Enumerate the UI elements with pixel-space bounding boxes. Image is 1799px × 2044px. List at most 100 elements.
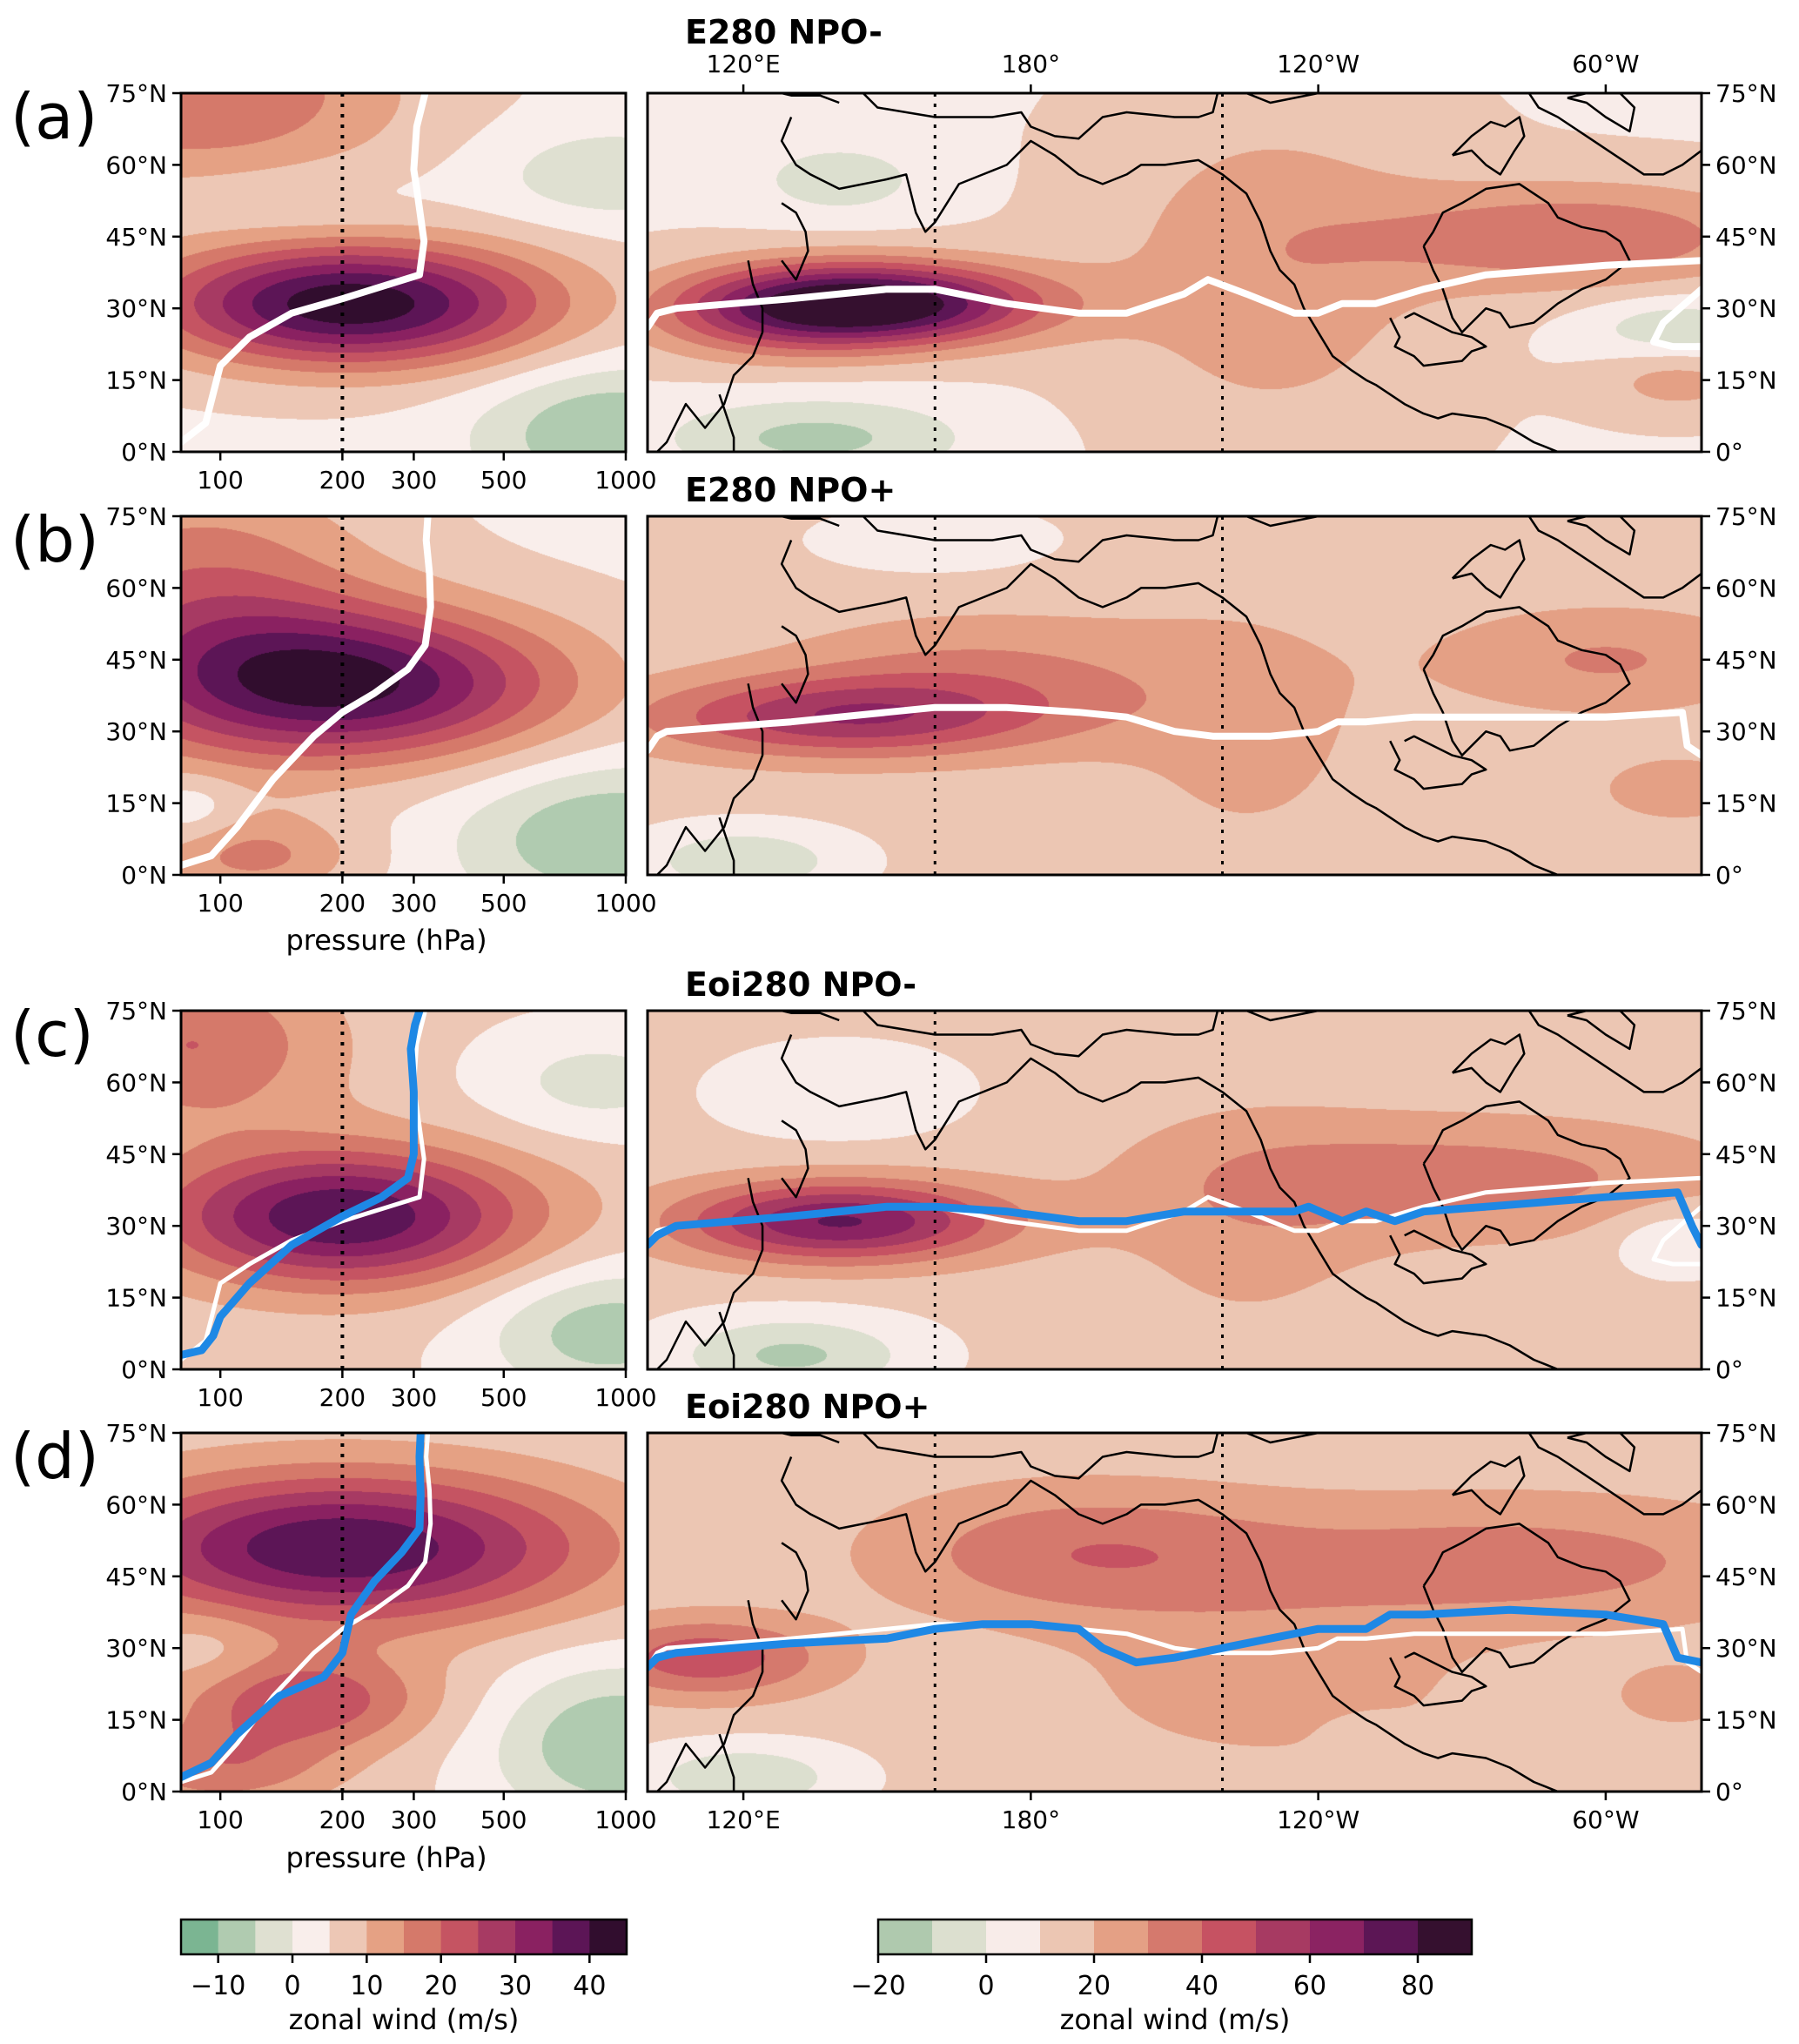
jet-axis-line-e280 bbox=[648, 703, 1702, 759]
left-panel-frame bbox=[179, 1009, 628, 1371]
coastline bbox=[1389, 1651, 1487, 1707]
coastline bbox=[1567, 516, 1636, 556]
colorbar-tick-label: 10 bbox=[350, 1971, 383, 2001]
coastline bbox=[781, 93, 840, 104]
left-panel-frame bbox=[179, 514, 628, 877]
colorbar-tick-label: 80 bbox=[1401, 1971, 1434, 2001]
y-tick-label-left: 15°N bbox=[105, 1706, 167, 1735]
x-tick-label-longitude: 60°W bbox=[1572, 1805, 1639, 1834]
colorbar-swatch bbox=[1148, 1920, 1203, 1954]
x-tick-label-pressure: 500 bbox=[480, 466, 527, 494]
colorbar-swatch bbox=[255, 1920, 293, 1954]
y-tick-label-right: 30°N bbox=[1715, 1212, 1777, 1241]
coastline bbox=[656, 260, 764, 452]
coastline bbox=[781, 1433, 840, 1444]
y-tick-label-right: 30°N bbox=[1715, 1634, 1777, 1663]
coastline bbox=[780, 1034, 1654, 1369]
contour-fill-b-right bbox=[648, 516, 1702, 875]
y-tick-label-left: 30°N bbox=[105, 717, 167, 746]
y-tick-label-right: 15°N bbox=[1715, 1284, 1777, 1313]
y-tick-label-right: 75°N bbox=[1715, 502, 1777, 531]
coastline bbox=[862, 1433, 1319, 1480]
right-panel-frame bbox=[646, 514, 1703, 877]
colorbar-swatch bbox=[292, 1920, 331, 1954]
coastline bbox=[781, 202, 809, 281]
colorbar-tick-label: −10 bbox=[191, 1971, 245, 2001]
colorbar-swatch bbox=[329, 1920, 367, 1954]
y-tick-label-right: 15°N bbox=[1715, 790, 1777, 818]
coastline bbox=[1451, 116, 1526, 176]
y-tick-label-right: 75°N bbox=[1715, 1419, 1777, 1448]
left-panel-b bbox=[181, 516, 434, 875]
contour-fill-b-left bbox=[181, 516, 626, 875]
colorbar-swatch bbox=[1418, 1920, 1473, 1954]
y-tick-label-left: 75°N bbox=[105, 79, 167, 108]
x-tick-label-pressure: 200 bbox=[319, 466, 366, 494]
colorbar-swatch bbox=[1256, 1920, 1311, 1954]
y-tick-label-right: 75°N bbox=[1715, 997, 1777, 1025]
coastline bbox=[1422, 606, 1631, 756]
x-tick-label-pressure: 100 bbox=[197, 889, 243, 918]
y-tick-label-right: 0° bbox=[1715, 861, 1743, 890]
x-tick-label-pressure: 200 bbox=[319, 889, 366, 918]
x-tick-label-pressure: 1000 bbox=[594, 466, 656, 494]
colorbar-swatch bbox=[1202, 1920, 1257, 1954]
coastline bbox=[1451, 1033, 1526, 1093]
x-tick-label-longitude: 120°W bbox=[1277, 1805, 1359, 1834]
panel-title-c: Eoi280 NPO- bbox=[685, 965, 917, 1004]
panel-title-a: E280 NPO- bbox=[685, 13, 883, 51]
coastline bbox=[781, 516, 840, 528]
y-tick-label-right: 15°N bbox=[1715, 366, 1777, 395]
colorbar-swatch bbox=[878, 1920, 933, 1954]
coastline bbox=[1567, 93, 1636, 133]
y-tick-label-left: 0°N bbox=[121, 861, 167, 890]
colorbar-swatch bbox=[589, 1920, 628, 1954]
y-tick-label-left: 60°N bbox=[105, 1068, 167, 1097]
coastline bbox=[862, 93, 1319, 140]
y-tick-label-right: 45°N bbox=[1715, 223, 1777, 252]
y-tick-label-left: 60°N bbox=[105, 1490, 167, 1519]
colorbar-tick-label: 20 bbox=[1077, 1971, 1111, 2001]
left-panel-a bbox=[181, 93, 429, 452]
colorbar-swatch bbox=[218, 1920, 256, 1954]
y-tick-label-left: 60°N bbox=[105, 151, 167, 179]
right-panel-c bbox=[648, 1011, 1702, 1369]
coastline bbox=[1422, 183, 1631, 333]
y-tick-label-right: 45°N bbox=[1715, 1563, 1777, 1591]
jet-axis-line-eoi280 bbox=[181, 1011, 424, 1359]
colorbar-swatch bbox=[1364, 1920, 1419, 1954]
colorbar-swatch bbox=[1094, 1920, 1149, 1954]
y-tick-label-right: 60°N bbox=[1715, 574, 1777, 602]
y-tick-label-right: 0° bbox=[1715, 1355, 1743, 1384]
x-tick-label-longitude: 60°W bbox=[1572, 50, 1639, 78]
y-tick-label-right: 30°N bbox=[1715, 717, 1777, 746]
y-tick-label-right: 15°N bbox=[1715, 1706, 1777, 1735]
colorbar-tick-label: 0 bbox=[284, 1971, 300, 2001]
coastline bbox=[1527, 1011, 1702, 1093]
y-tick-label-right: 30°N bbox=[1715, 294, 1777, 323]
panel-label-b: (b) bbox=[10, 503, 99, 576]
coastline bbox=[1389, 1229, 1487, 1285]
colorbar-swatch bbox=[552, 1920, 590, 1954]
coastline bbox=[1451, 1456, 1526, 1516]
x-tick-label-pressure: 1000 bbox=[594, 889, 656, 918]
y-tick-label-left: 45°N bbox=[105, 1140, 167, 1169]
left-panel-frame bbox=[179, 91, 628, 454]
left-panel-frame bbox=[179, 1431, 628, 1793]
colorbar-swatch bbox=[932, 1920, 987, 1954]
colorbar-swatch bbox=[515, 1920, 554, 1954]
coastline bbox=[718, 1311, 735, 1369]
jet-axis-line-eoi280 bbox=[181, 1433, 425, 1781]
colorbar-swatch bbox=[478, 1920, 516, 1954]
right-panel-b bbox=[648, 516, 1702, 875]
coastline bbox=[780, 540, 1654, 875]
jet-axis-line-e280 bbox=[1650, 286, 1702, 351]
coastline bbox=[718, 817, 735, 875]
y-tick-label-left: 15°N bbox=[105, 1284, 167, 1313]
coastline bbox=[862, 516, 1319, 563]
y-tick-label-right: 75°N bbox=[1715, 79, 1777, 108]
coastline bbox=[1567, 1433, 1636, 1473]
jet-axis-line-e280 bbox=[181, 1011, 427, 1362]
x-tick-label-pressure: 500 bbox=[480, 889, 527, 918]
panel-title-b: E280 NPO+ bbox=[685, 471, 896, 509]
